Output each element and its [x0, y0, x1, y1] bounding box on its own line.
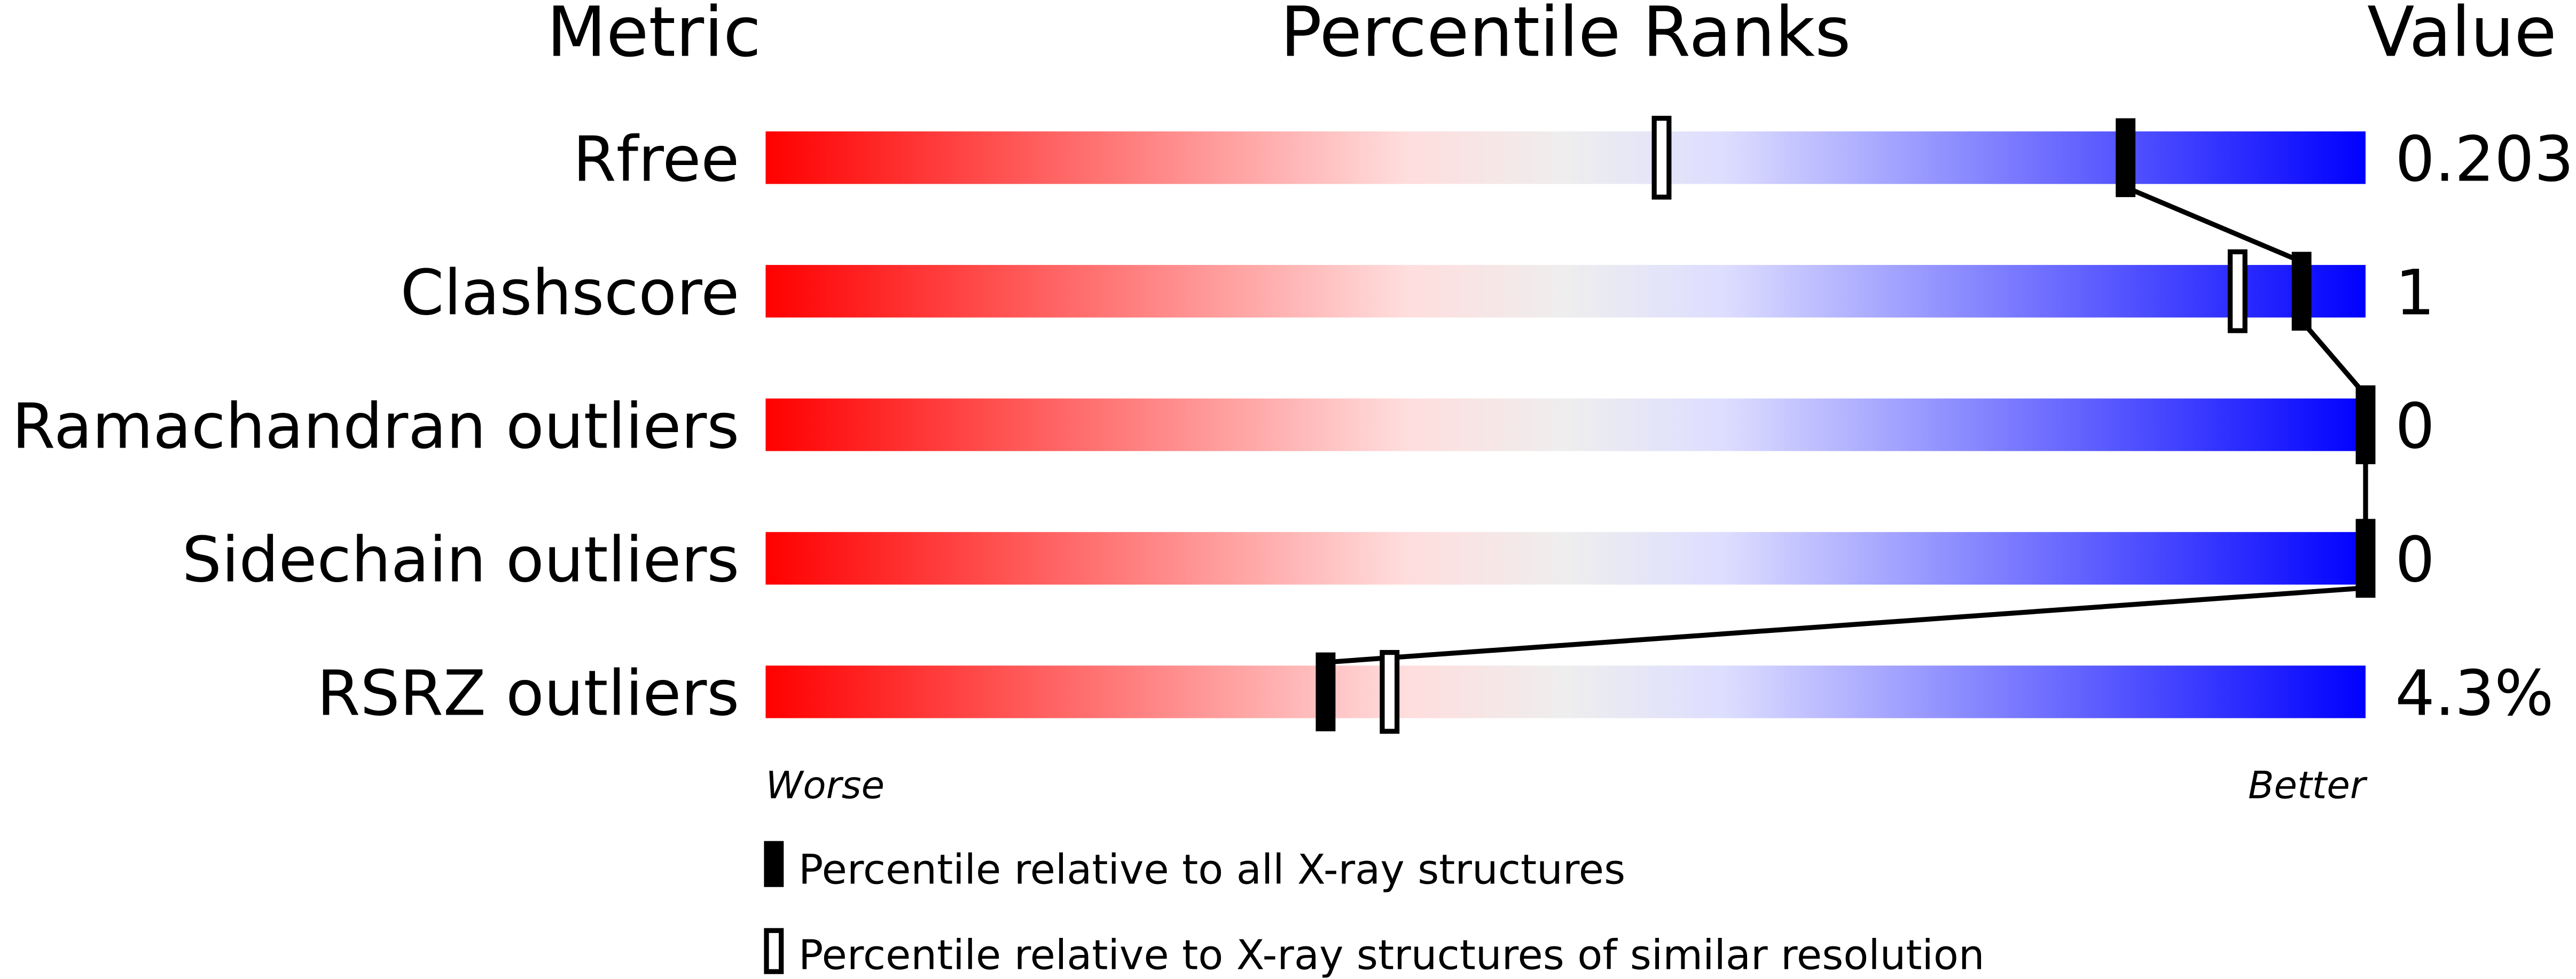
percentile-bar — [765, 665, 2366, 718]
metric-value: 4.3% — [2395, 657, 2554, 730]
metric-label: Ramachandran outliers — [12, 390, 739, 463]
percentile-bar — [765, 131, 2366, 184]
connector-line — [2299, 319, 2368, 397]
percentile-bar — [765, 398, 2366, 451]
legend-similar-label: Percentile relative to X-ray structures … — [798, 932, 1985, 979]
marker-similar-resolution — [2227, 249, 2248, 333]
header-value: Value — [2367, 0, 2557, 73]
percentile-bar — [765, 532, 2366, 585]
metric-value: 0 — [2395, 390, 2434, 463]
percentile-bar — [765, 265, 2366, 318]
header-metric: Metric — [547, 0, 762, 73]
marker-all-structures — [2355, 385, 2376, 465]
legend-all-label: Percentile relative to all X-ray structu… — [798, 847, 1625, 894]
connector-line — [1325, 585, 2366, 665]
metric-value: 1 — [2395, 256, 2434, 329]
metric-label: Clashscore — [401, 256, 740, 329]
metric-value: 0 — [2395, 523, 2434, 596]
marker-all-structures — [2116, 118, 2136, 198]
worse-label: Worse — [765, 763, 884, 808]
legend-similar-swatch — [764, 928, 784, 974]
metric-label: Rfree — [573, 123, 740, 195]
metric-label: RSRZ outliers — [317, 657, 739, 730]
marker-similar-resolution — [1380, 649, 1400, 734]
metric-value: 0.203 — [2395, 123, 2574, 195]
connector-line — [2124, 185, 2303, 264]
header-percentile: Percentile Ranks — [1280, 0, 1851, 73]
metric-label: Sidechain outliers — [182, 523, 739, 596]
marker-all-structures — [2355, 519, 2376, 598]
marker-all-structures — [1316, 652, 1336, 732]
legend-all-swatch — [764, 841, 784, 887]
marker-all-structures — [2291, 252, 2312, 331]
marker-similar-resolution — [1651, 115, 1672, 200]
better-label: Better — [2248, 763, 2368, 808]
